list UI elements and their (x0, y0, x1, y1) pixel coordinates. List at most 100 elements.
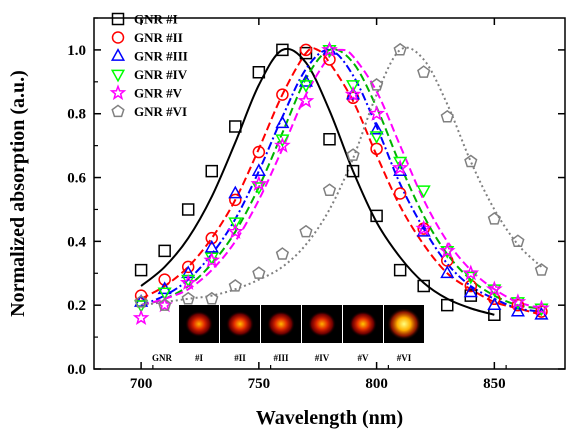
data-point-s1-12 (393, 263, 407, 277)
inset-spot-6 (387, 308, 421, 340)
fit-curve-2 (140, 47, 542, 316)
data-point-s3-5 (228, 185, 243, 199)
data-point-s6-2 (158, 298, 172, 311)
data-point-s3-10 (346, 86, 361, 100)
data-point-s1-14 (441, 298, 454, 312)
data-point-s1-11 (370, 209, 383, 223)
data-point-s1-8 (299, 46, 313, 60)
fit-curve-4 (140, 48, 542, 310)
data-point-s6-8 (299, 224, 313, 238)
fit-curve-5 (140, 48, 542, 310)
legend: GNR #I GNR #II GNR #III GNR #IV GNR #V GNR #V… (109, 12, 188, 119)
inset-label-4: #IV (315, 353, 330, 363)
legend-label-5: GNR #V (134, 86, 183, 101)
data-point-s3-15 (463, 284, 478, 298)
data-point-s3-6 (251, 163, 266, 177)
data-point-s5-5 (226, 223, 244, 239)
data-point-s5-3 (179, 274, 197, 290)
data-point-s1-10 (346, 164, 360, 178)
inset-label-1: #I (195, 353, 204, 363)
data-point-s5-4 (203, 251, 221, 268)
data-point-s5-17 (509, 293, 527, 310)
legend-label-4: GNR #IV (134, 67, 188, 82)
data-point-s4-2 (157, 287, 172, 301)
data-point-s2-6 (252, 145, 266, 159)
data-point-s2-3 (181, 260, 195, 274)
data-point-s3-14 (440, 265, 455, 279)
inset-spot-5 (349, 311, 377, 337)
data-point-s6-10 (346, 148, 360, 161)
data-point-s5-18 (533, 299, 550, 316)
data-point-s6-17 (511, 234, 525, 248)
data-point-s2-5 (229, 193, 242, 207)
data-point-s3-16 (487, 297, 502, 311)
inset-label-3: #III (273, 353, 289, 363)
data-point-s3-17 (510, 303, 525, 317)
data-point-s4-13 (416, 185, 431, 199)
inset-label-5: #V (358, 353, 370, 363)
data-point-s6-6 (252, 266, 266, 279)
legend-label-3: GNR #III (134, 49, 188, 64)
y-tick-label: 0.0 (67, 362, 86, 378)
data-point-s6-11 (369, 78, 384, 91)
data-point-s5-7 (274, 136, 291, 153)
data-point-s2-4 (205, 231, 218, 245)
x-tick-label: 850 (483, 376, 506, 392)
data-point-s1-3 (181, 203, 195, 216)
x-tick-label: 700 (130, 376, 153, 392)
x-tick-label: 800 (365, 376, 388, 392)
x-axis-title: Wavelength (nm) (256, 407, 403, 429)
y-tick-label: 1.0 (67, 43, 86, 59)
y-tick-label: 0.2 (67, 298, 86, 314)
data-point-s3-9 (322, 42, 337, 55)
data-point-s6-4 (205, 291, 219, 305)
data-point-s5-10 (344, 85, 362, 102)
inset-spot-4 (308, 311, 336, 337)
axes: 700 750 800 850 0.0 0.2 0.4 0.6 0.8 1.0 (67, 17, 565, 392)
data-point-s6-16 (487, 212, 501, 225)
x-tick-label: 750 (248, 376, 271, 392)
legend-marker-2 (111, 31, 125, 44)
legend-label-2: GNR #II (134, 30, 183, 45)
fit-curves (140, 46, 543, 316)
inset-spot-1 (185, 311, 213, 337)
data-point-s1-7 (276, 43, 289, 57)
data-point-s5-12 (391, 159, 409, 176)
data-point-s2-2 (158, 273, 171, 286)
data-point-s4-8 (298, 80, 313, 93)
legend-label-1: GNR #I (134, 12, 178, 27)
data-point-s1-2 (158, 244, 171, 258)
data-point-s5-16 (486, 280, 503, 297)
data-point-s2-11 (370, 142, 383, 156)
legend-marker-6 (111, 104, 125, 118)
data-point-s5-15 (462, 264, 480, 281)
data-point-s2-17 (511, 298, 525, 312)
data-point-s1-1 (134, 263, 148, 277)
data-point-s5-6 (250, 175, 268, 192)
data-point-s6-12 (393, 42, 407, 56)
inset-spot-2 (226, 311, 254, 337)
data-point-s6-9 (322, 183, 337, 196)
data-point-s6-3 (181, 291, 195, 305)
legend-marker-4 (110, 69, 126, 83)
y-axis-title: Normalized absorption (a.u.) (7, 70, 29, 317)
data-point-s6-7 (275, 247, 290, 260)
data-point-s5-1 (132, 309, 150, 326)
data-point-s4-7 (275, 134, 290, 148)
y-tick-label: 0.6 (67, 171, 86, 187)
data-point-s6-18 (534, 263, 549, 276)
data-point-s6-5 (228, 279, 242, 292)
fit-curve-3 (140, 48, 542, 313)
legend-marker-3 (110, 48, 126, 61)
data-point-s6-1 (134, 295, 148, 308)
data-point-s2-15 (464, 279, 478, 293)
data-point-s4-5 (228, 217, 243, 231)
data-point-s3-7 (275, 115, 290, 129)
fit-curve-6 (140, 46, 543, 307)
data-point-s5-14 (438, 242, 456, 259)
fit-curve-1 (140, 47, 495, 316)
data-point-s1-4 (205, 164, 218, 178)
y-tick-label: 0.4 (67, 234, 86, 250)
data-markers (132, 41, 550, 326)
